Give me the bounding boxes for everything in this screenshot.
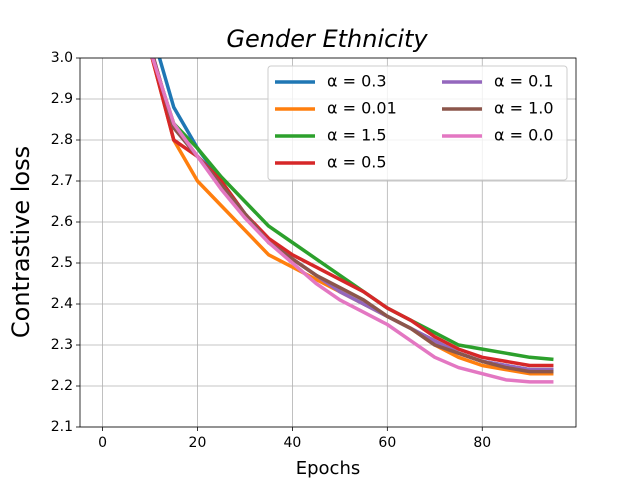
line-series (150, 58, 554, 362)
plot-lines (150, 58, 554, 384)
y-axis-label: Contrastive loss (7, 146, 35, 338)
plot-frame (79, 57, 577, 428)
x-tick-label: 20 (189, 435, 207, 451)
line-series (151, 58, 554, 374)
y-tick-label: 2.3 (51, 337, 73, 353)
line-series (150, 58, 554, 384)
x-tick-label: 60 (378, 435, 396, 451)
x-tick-label: 40 (283, 435, 301, 451)
x-axis-label: Epochs (296, 458, 361, 479)
y-tick-label: 2.5 (51, 255, 73, 271)
legend-label: α = 0.01 (327, 99, 397, 118)
y-tick-label: 2.9 (51, 91, 73, 107)
y-tick-label: 2.8 (51, 132, 73, 148)
legend-label: α = 0.5 (327, 153, 387, 172)
x-tick-label: 0 (98, 435, 107, 451)
y-tick-label: 2.4 (51, 296, 73, 312)
y-tick-label: 3.0 (51, 50, 73, 66)
y-tick-label: 2.2 (51, 378, 73, 394)
line-series (150, 58, 554, 368)
y-tick-label: 2.6 (51, 214, 73, 230)
x-tick-label: 80 (473, 435, 491, 451)
legend-box (267, 65, 568, 181)
legend-label: α = 0.0 (494, 126, 554, 145)
legend-label: α = 0.3 (327, 72, 387, 91)
y-tick-label: 2.7 (51, 173, 73, 189)
chart-title: Gender Ethnicity (226, 25, 428, 53)
y-tick-label: 2.1 (51, 419, 73, 435)
legend-label: α = 1.5 (327, 126, 387, 145)
legend-label: α = 0.1 (494, 72, 554, 91)
legend-label: α = 1.0 (494, 99, 554, 118)
